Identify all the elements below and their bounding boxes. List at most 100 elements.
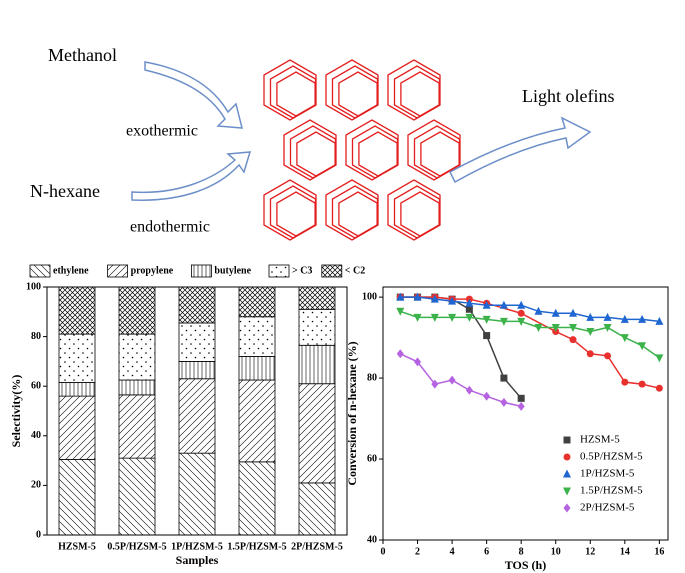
marker (396, 292, 405, 301)
bar-segment (58, 286, 96, 335)
marker (448, 313, 457, 322)
marker (483, 332, 491, 340)
legend-swatch (29, 264, 51, 278)
x-tick-label: HZSM-5 (58, 541, 96, 552)
x-tick-label: 1P/HZSM-5 (171, 541, 223, 552)
y-tick-label: 60 (367, 453, 377, 464)
marker (638, 314, 647, 323)
legend-label: 0.5P/HZSM-5 (580, 451, 643, 463)
ring (420, 131, 460, 177)
marker (431, 379, 439, 389)
label: Methanol (48, 45, 117, 65)
marker (517, 317, 526, 326)
ring (393, 65, 441, 119)
bar-segment (178, 360, 216, 380)
bar-segment (238, 379, 276, 463)
ring (325, 179, 379, 241)
legend-label: propylene (131, 265, 174, 276)
marker (655, 384, 663, 392)
marker (499, 300, 508, 309)
ring (351, 125, 399, 179)
ring (331, 185, 379, 239)
marker (620, 314, 629, 323)
y-tick-label: 80 (31, 331, 41, 342)
bar-segment (298, 286, 336, 310)
marker (551, 323, 560, 332)
x-tick-label: 14 (620, 546, 630, 557)
marker (430, 294, 439, 303)
bar-segment (238, 316, 276, 357)
bar-segment (178, 452, 216, 536)
ring (400, 71, 440, 117)
marker (586, 312, 595, 321)
ring (387, 179, 441, 241)
marker (655, 354, 664, 363)
legend-swatch (190, 264, 212, 278)
series-line (400, 296, 660, 389)
ring (269, 65, 317, 119)
label: N-hexane (30, 181, 100, 201)
legend-swatch (321, 264, 343, 278)
marker (603, 312, 612, 321)
marker (604, 352, 612, 360)
series-line (399, 353, 522, 408)
marker (563, 469, 571, 478)
bar-segment (118, 333, 156, 381)
ring (276, 191, 316, 237)
marker (517, 309, 525, 317)
bar-segment (298, 383, 336, 484)
series-line (400, 310, 660, 359)
ring (269, 185, 317, 239)
ring (325, 59, 379, 121)
legend-label: butylene (214, 265, 251, 276)
bar-segment (58, 458, 96, 536)
ring (289, 125, 337, 179)
label: exothermic (126, 123, 198, 140)
x-tick-label: 4 (450, 546, 455, 557)
legend-label: ethylene (53, 265, 89, 276)
marker (465, 385, 473, 395)
y-tick-label: 100 (26, 281, 41, 292)
ring (263, 59, 317, 121)
legend-label: 1.5P/HZSM-5 (580, 485, 643, 497)
x-tick-label: 0 (381, 546, 386, 557)
bar-segment (178, 322, 216, 362)
marker (500, 374, 508, 382)
ring (331, 65, 379, 119)
ring (276, 71, 316, 117)
marker (563, 503, 571, 513)
ring (400, 191, 440, 237)
x-tick-label: 6 (484, 546, 489, 557)
marker (465, 305, 473, 313)
bar-segment (298, 308, 336, 346)
bar-segment (298, 344, 336, 385)
marker (586, 350, 594, 358)
bar-segment (118, 394, 156, 459)
marker (534, 323, 543, 332)
ring (338, 191, 378, 237)
bar-segment (178, 378, 216, 454)
label: Light olefins (522, 86, 615, 106)
legend-label: 1P/HZSM-5 (580, 468, 635, 480)
marker (638, 380, 646, 388)
marker (517, 401, 525, 411)
bar-segment (238, 356, 276, 381)
arrow (449, 116, 592, 184)
bar-segment (58, 395, 96, 460)
x-axis-label: TOS (h) (505, 558, 546, 572)
arrow (144, 61, 243, 129)
ring (296, 131, 336, 177)
marker (413, 292, 422, 301)
marker (517, 394, 525, 402)
x-tick-label: 12 (585, 546, 595, 557)
legend-label: > C3 (292, 265, 312, 276)
bar-segment (238, 461, 276, 536)
ring (338, 71, 378, 117)
marker (621, 378, 629, 386)
bar-segment (118, 286, 156, 335)
ring (283, 119, 337, 181)
legend-label: < C2 (345, 265, 365, 276)
marker (483, 391, 491, 401)
y-tick-label: 20 (31, 480, 41, 491)
